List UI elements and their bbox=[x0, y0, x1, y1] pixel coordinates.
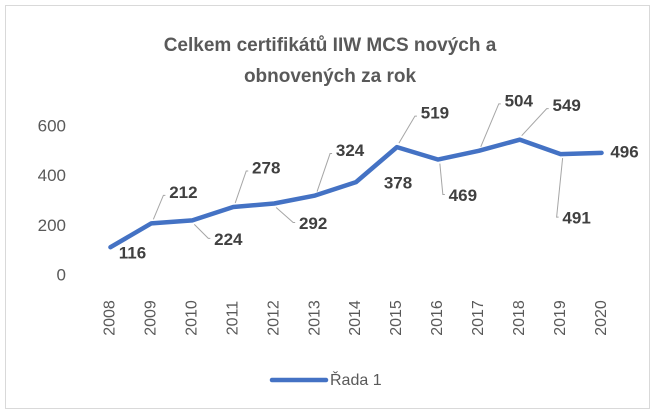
x-tick-label: 2018 bbox=[511, 300, 528, 336]
x-tick-label: 2014 bbox=[347, 300, 364, 336]
legend-label: Řada 1 bbox=[330, 370, 382, 389]
x-tick-label: 2015 bbox=[388, 300, 405, 336]
x-tick-label: 2011 bbox=[224, 301, 241, 336]
x-tick-label: 2012 bbox=[265, 300, 282, 336]
data-label: 116 bbox=[119, 244, 146, 263]
leader-line bbox=[480, 103, 501, 148]
data-label: 224 bbox=[214, 230, 243, 249]
x-tick-label: 2009 bbox=[143, 300, 160, 336]
data-label: 519 bbox=[421, 104, 449, 123]
leader-line bbox=[398, 115, 417, 144]
data-label: 292 bbox=[299, 214, 327, 233]
data-label: 212 bbox=[169, 183, 197, 202]
x-tick-label: 2010 bbox=[184, 300, 201, 336]
data-label: 324 bbox=[336, 141, 365, 160]
leader-line bbox=[234, 170, 249, 204]
data-label: 496 bbox=[610, 142, 638, 161]
x-tick-label: 2020 bbox=[593, 300, 610, 336]
leader-line bbox=[316, 153, 333, 192]
data-label: 278 bbox=[252, 158, 280, 177]
chart-title: obnovených za rok bbox=[244, 66, 417, 87]
x-tick-label: 2008 bbox=[102, 300, 119, 336]
x-tick-label: 2016 bbox=[429, 300, 446, 336]
x-tick-label: 2013 bbox=[306, 300, 323, 336]
leader-line bbox=[556, 158, 564, 218]
x-tick-label: 2019 bbox=[552, 300, 569, 336]
chart-border bbox=[5, 5, 650, 409]
data-label: 491 bbox=[562, 209, 590, 228]
y-tick-label: 200 bbox=[38, 216, 66, 235]
y-tick-label: 400 bbox=[38, 166, 66, 185]
leader-line bbox=[193, 224, 211, 239]
data-label: 549 bbox=[553, 96, 581, 115]
data-label: 504 bbox=[505, 91, 534, 110]
x-tick-label: 2017 bbox=[470, 300, 487, 336]
chart-title: Celkem certifikátů IIW MCS nových a bbox=[164, 35, 497, 56]
leader-line bbox=[521, 108, 549, 137]
leader-line bbox=[439, 163, 445, 196]
y-tick-label: 600 bbox=[38, 116, 66, 135]
series-line bbox=[108, 137, 604, 250]
data-label: 378 bbox=[384, 174, 412, 193]
y-tick-label: 0 bbox=[57, 265, 66, 284]
data-label: 469 bbox=[449, 186, 477, 205]
leader-line bbox=[152, 194, 166, 220]
leader-line bbox=[275, 207, 296, 223]
